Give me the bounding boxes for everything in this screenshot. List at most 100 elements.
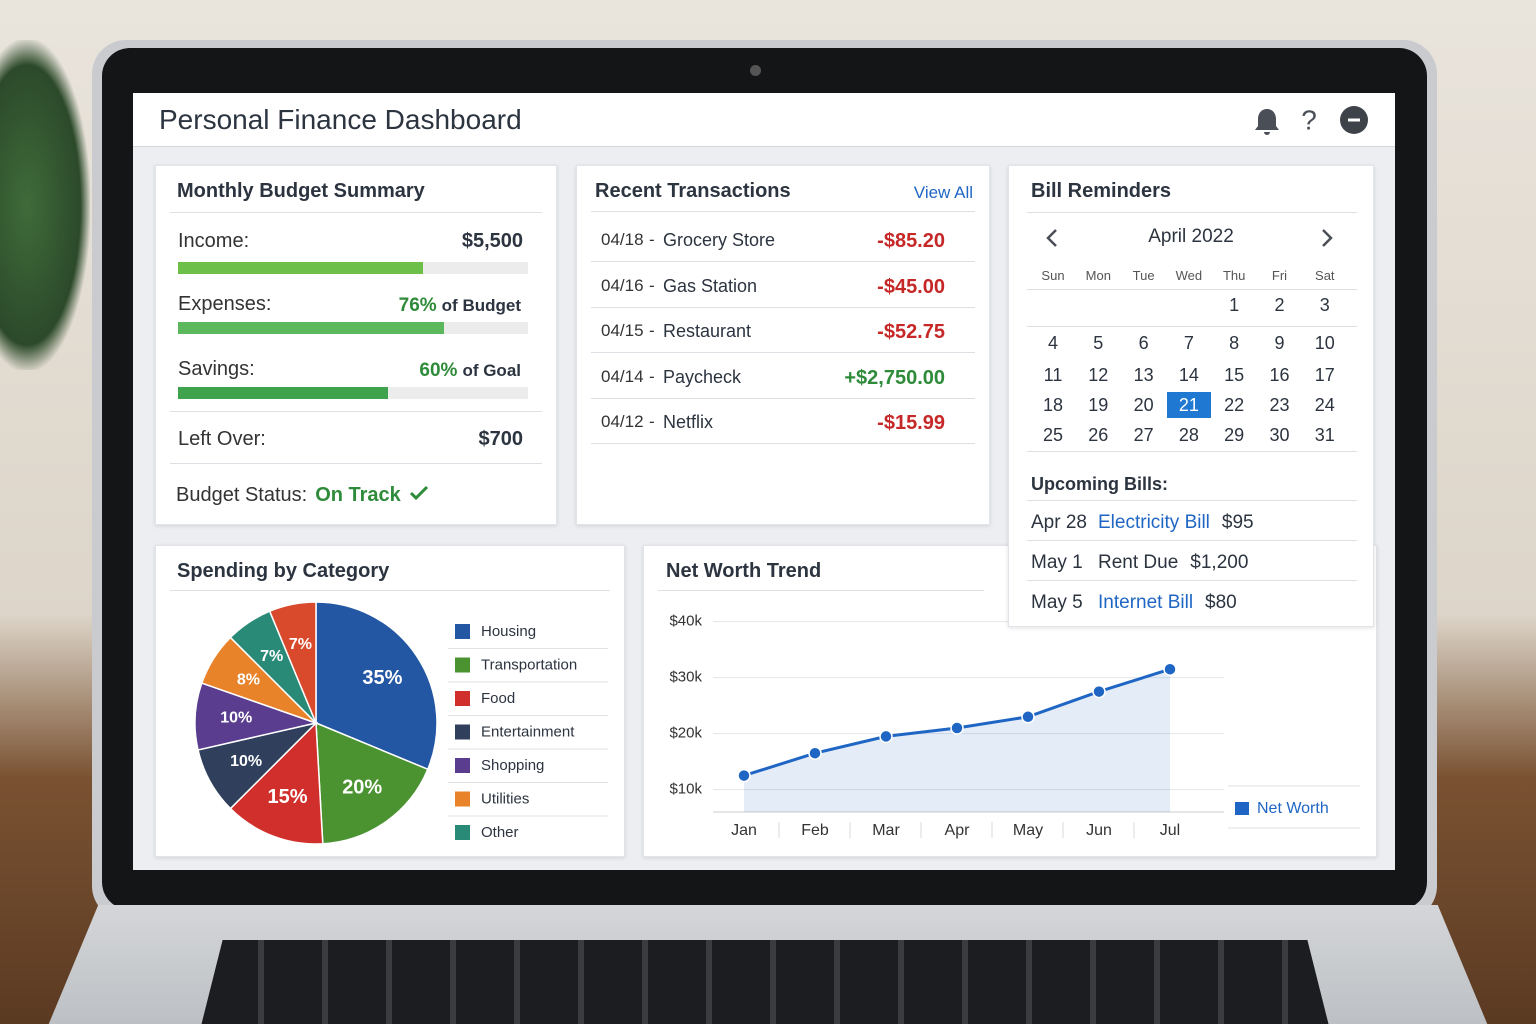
divider: [170, 411, 542, 412]
point: [1163, 662, 1177, 676]
transactions-card: Recent Transactions View All 04/18- Grocery…: [576, 165, 990, 525]
calendar-day[interactable]: 14: [1178, 365, 1199, 385]
upcoming-title: Upcoming Bills:: [1031, 474, 1169, 494]
calendar-day[interactable]: 17: [1314, 365, 1335, 385]
calendar-day[interactable]: 19: [1088, 395, 1109, 415]
calendar-day[interactable]: 31: [1314, 425, 1335, 445]
selected-day: [1166, 392, 1211, 418]
x-tick-label: Jun: [1086, 822, 1112, 839]
legend-swatch: [455, 624, 470, 639]
calendar-day[interactable]: 21: [1178, 395, 1199, 415]
divider: [1027, 289, 1357, 290]
calendar-day[interactable]: 2: [1274, 295, 1285, 315]
calendar-day[interactable]: 9: [1274, 333, 1285, 353]
chart-title: Spending by Category: [177, 560, 390, 582]
calendar-day[interactable]: 1: [1229, 295, 1240, 315]
income-amount: $5,500: [461, 230, 523, 252]
help-icon[interactable]: ?: [1301, 104, 1317, 135]
header-icons: ?: [1255, 104, 1368, 135]
bill-amount: $80: [1205, 592, 1237, 613]
bill-name[interactable]: Internet Bill: [1098, 592, 1194, 613]
calendar-day[interactable]: 20: [1133, 395, 1154, 415]
y-tick-label: $20k: [669, 725, 702, 742]
calendar-day[interactable]: 7: [1183, 333, 1194, 353]
expenses-percent: 76% of Budget: [399, 295, 521, 317]
point: [808, 746, 822, 760]
next-month[interactable]: [1322, 229, 1333, 247]
progress-fill: [178, 387, 388, 399]
calendar-day[interactable]: 18: [1042, 395, 1064, 415]
budget-status: Budget Status: On Track: [176, 484, 429, 507]
left-over-label: Left Over:: [178, 428, 266, 450]
legend-swatch: [455, 724, 470, 740]
account-icon-bar: [1348, 118, 1360, 122]
calendar-day[interactable]: 16: [1269, 365, 1290, 385]
legend-swatch: [455, 657, 470, 673]
progress-fill: [178, 322, 444, 334]
tx-name: Paycheck: [663, 366, 742, 387]
divider: [1027, 540, 1357, 541]
check-mark: [409, 485, 428, 501]
calendar-day[interactable]: 22: [1224, 395, 1245, 415]
calendar-day[interactable]: 4: [1047, 333, 1058, 353]
bell-icon[interactable]: [1255, 109, 1279, 135]
calendar-day[interactable]: 12: [1088, 365, 1109, 385]
y-tick-label: $40k: [669, 613, 702, 630]
calendar-day[interactable]: 29: [1224, 425, 1245, 445]
calendar-day[interactable]: 24: [1314, 395, 1335, 415]
tx-name: Gas Station: [663, 275, 758, 296]
savings-percent: 60% of Goal: [419, 360, 521, 382]
calendar-day[interactable]: 27: [1133, 425, 1154, 445]
calendar-day[interactable]: 30: [1269, 425, 1290, 445]
plant: [0, 40, 90, 370]
weekday: Tue: [1132, 268, 1155, 283]
check-icon: [409, 485, 428, 501]
calendar-day[interactable]: 23: [1269, 395, 1290, 415]
tx-separator: -: [649, 321, 655, 340]
calendar-day[interactable]: 5: [1093, 333, 1104, 353]
weekday: Mon: [1085, 268, 1111, 283]
legend-label: Transportation: [481, 656, 577, 673]
slice-label: 20%: [342, 776, 382, 798]
slice-label: 7%: [289, 636, 312, 653]
point: [879, 729, 893, 744]
point: [737, 768, 751, 783]
calendar-day[interactable]: 11: [1043, 365, 1063, 385]
slice-label: 8%: [237, 672, 260, 689]
x-tick-label: Jul: [1160, 822, 1180, 839]
divider: [591, 443, 975, 444]
weekday: Sun: [1041, 268, 1065, 283]
bill-name: Rent Due: [1098, 552, 1179, 573]
calendar-day[interactable]: 26: [1088, 425, 1109, 445]
legend-swatch: [455, 691, 470, 706]
tx-separator: -: [649, 275, 655, 295]
bill-amount: $95: [1221, 512, 1254, 533]
progress-track: [178, 262, 528, 274]
calendar-day[interactable]: 3: [1319, 295, 1330, 315]
calendar-day[interactable]: 28: [1178, 425, 1199, 445]
legend-label: Utilities: [481, 790, 529, 807]
bill-name[interactable]: Electricity Bill: [1098, 512, 1210, 533]
calendar-day[interactable]: 13: [1133, 365, 1154, 385]
divider: [1027, 212, 1357, 213]
calendar-day[interactable]: 6: [1138, 333, 1149, 353]
tx-date: 04/12: [601, 412, 644, 431]
pie-slice: [315, 601, 438, 771]
tx-name: Netflix: [663, 412, 714, 432]
calendar-day[interactable]: 25: [1042, 425, 1064, 445]
legend-label: Shopping: [481, 757, 544, 774]
bill-amount: $1,200: [1190, 552, 1249, 573]
calendar-day[interactable]: 10: [1314, 333, 1335, 353]
calendar-day[interactable]: 15: [1224, 365, 1245, 385]
view-all-link[interactable]: View All: [913, 183, 973, 202]
tx-name: Restaurant: [663, 321, 752, 341]
legend-swatch: [455, 825, 470, 840]
prev-month[interactable]: [1046, 229, 1057, 247]
tx-separator: -: [649, 366, 655, 386]
keyboard: [200, 940, 1330, 1024]
divider: [1027, 451, 1357, 452]
calendar-day[interactable]: 8: [1229, 333, 1240, 353]
camera: [750, 65, 761, 76]
app-header: Personal Finance Dashboard ?: [133, 93, 1395, 147]
legend-swatch: [455, 791, 470, 807]
